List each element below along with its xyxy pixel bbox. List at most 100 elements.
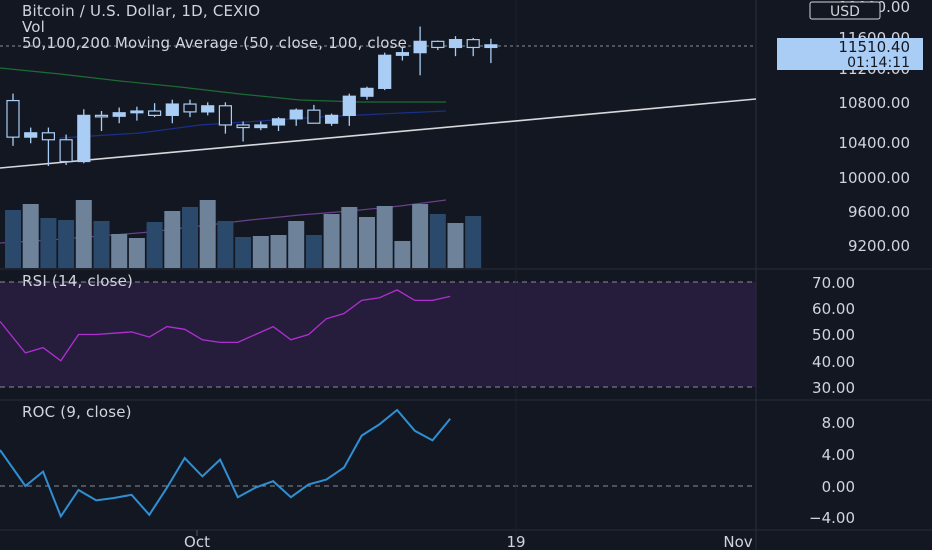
candle-body [94, 114, 109, 118]
volume-bar [235, 237, 252, 268]
candle [236, 121, 250, 142]
rsi-tick: 60.00 [812, 300, 855, 318]
price-tick: 10400.00 [838, 134, 910, 152]
volume-bar [111, 234, 128, 268]
candle-body [24, 132, 38, 138]
candle [307, 104, 321, 124]
volume-bar [146, 222, 163, 268]
candle-body [448, 39, 463, 49]
candle-body [431, 40, 445, 49]
price-tick: 9200.00 [848, 237, 910, 255]
volume-bar [199, 200, 216, 268]
price-tick: 10800.00 [838, 94, 910, 112]
trendline[interactable] [0, 98, 757, 169]
volume-bar [341, 207, 358, 268]
candle [148, 103, 162, 118]
candle [466, 37, 480, 57]
candle-body [254, 124, 268, 129]
roc-tick: 0.00 [822, 478, 855, 496]
candle [112, 107, 126, 124]
time-label-oct: Oct [184, 533, 210, 550]
volume-bar [359, 217, 375, 268]
volume-bar [394, 241, 411, 268]
candle-body [165, 103, 179, 116]
candle-body [484, 44, 498, 49]
roc-line [0, 408, 451, 519]
candle-body [378, 54, 392, 89]
currency-button[interactable] [809, 1, 881, 20]
candle [254, 121, 268, 131]
candle-body [218, 105, 232, 126]
candle [165, 99, 179, 124]
candle [378, 52, 392, 91]
candle [218, 102, 232, 134]
candle-body [77, 114, 91, 163]
volume-bar [40, 218, 57, 268]
current-price-label: 11510.40 [838, 38, 910, 56]
candle-body [325, 114, 339, 124]
candle [24, 127, 38, 144]
volume-bar [305, 235, 322, 268]
rsi-tick: 50.00 [812, 326, 855, 344]
volume-bar [217, 221, 234, 268]
candle [130, 106, 144, 121]
rsi-band [0, 282, 756, 387]
ma-legend[interactable]: 50,100,200 Moving Average (50, close, 10… [22, 34, 408, 52]
candle [360, 86, 374, 100]
price-tick: 9600.00 [848, 203, 910, 221]
ma-100-line [59, 110, 447, 139]
current-price-pill [777, 38, 923, 55]
candle [448, 36, 463, 57]
volume-bar [376, 206, 393, 268]
time-axis[interactable]: Oct 19 Nov [184, 533, 753, 550]
candle-body [413, 40, 427, 54]
volume-bar [22, 204, 39, 268]
candle [289, 108, 303, 126]
volume-bar [128, 238, 145, 268]
rsi-legend[interactable]: RSI (14, close) [22, 272, 134, 290]
volume-bar [75, 200, 92, 268]
candle-series [6, 26, 498, 166]
volume-legend[interactable]: Vol [22, 18, 46, 36]
roc-legend[interactable]: ROC (9, close) [22, 403, 132, 421]
candle [201, 102, 215, 116]
volume-bar [5, 210, 21, 268]
candle-body [112, 112, 126, 117]
countdown-pill [777, 55, 923, 70]
candle [484, 38, 498, 64]
rsi-tick: 70.00 [812, 274, 855, 292]
volume-bar [182, 207, 198, 268]
volume-bar [429, 214, 446, 268]
candle [413, 26, 427, 76]
candle-body [183, 103, 197, 113]
price-tick: 10000.00 [838, 169, 910, 187]
volume-series [5, 200, 482, 268]
time-label-19: 19 [506, 533, 525, 550]
volume-bar [288, 221, 305, 268]
candle [395, 47, 409, 61]
candle-body [395, 52, 409, 56]
candle [431, 40, 445, 51]
symbol-title[interactable]: Bitcoin / U.S. Dollar, 1D, CEXIO [22, 2, 261, 20]
rsi-tick: 40.00 [812, 353, 855, 371]
volume-bar [58, 220, 75, 268]
candle [77, 109, 91, 164]
countdown-label: 01:14:11 [847, 55, 910, 71]
rsi-line [0, 289, 451, 362]
candle-body [342, 95, 356, 116]
candle-body [59, 139, 73, 163]
candle-body [6, 99, 20, 138]
candle [271, 117, 286, 132]
currency-label: USD [830, 4, 860, 20]
candle-body [41, 132, 56, 141]
volume-bar [447, 223, 464, 268]
candle-body [466, 39, 480, 49]
candle-body [236, 124, 250, 129]
candle-body [307, 109, 321, 124]
time-label-nov: Nov [723, 533, 752, 550]
volume-bar [164, 211, 181, 268]
roc-axis: 8.00 4.00 0.00 −4.00 [809, 414, 855, 527]
volume-bar [252, 236, 269, 268]
